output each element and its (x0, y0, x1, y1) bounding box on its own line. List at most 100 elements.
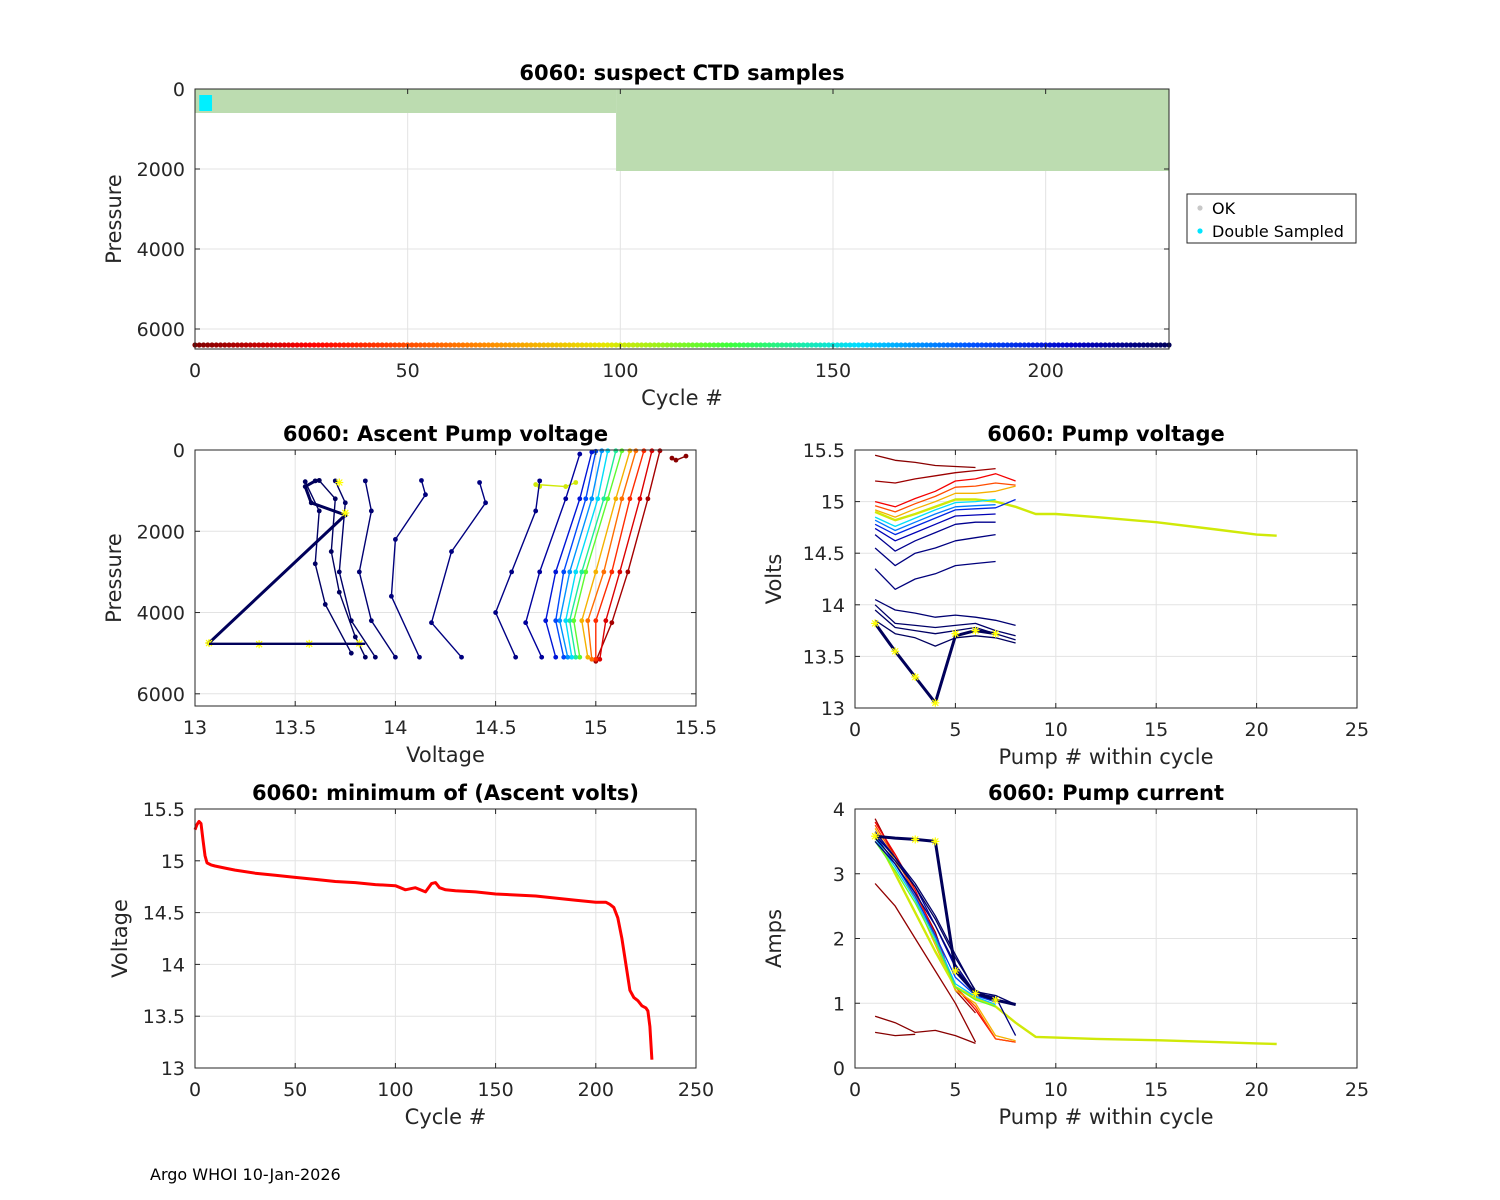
min-voltage-line (193, 819, 654, 1060)
pump-voltage-line (874, 604, 1016, 637)
voltage-profile-point (419, 478, 424, 483)
star-stroke (871, 619, 879, 627)
voltage-profile-point (583, 569, 589, 575)
cycle-color-dot (707, 342, 713, 348)
voltage-profile-point (362, 478, 368, 484)
cycle-color-dot (813, 342, 819, 348)
cycle-color-dot (349, 342, 355, 348)
marker-star (931, 698, 940, 707)
voltage-profile-point (368, 508, 374, 514)
cycle-color-dot (1004, 342, 1010, 348)
voltage-profile-point (627, 448, 633, 454)
voltage-profile-point (533, 482, 539, 487)
cycle-color-dot (251, 342, 258, 348)
x-tick-label: 0 (189, 360, 201, 382)
cycle-color-dot (1157, 342, 1164, 348)
x-tick-label: 100 (602, 360, 638, 382)
cycle-color-dot (1013, 342, 1019, 348)
cycle-color-dot (664, 342, 670, 348)
cycle-color-dot (1162, 342, 1168, 348)
cycle-color-dot (1089, 342, 1096, 348)
cycle-color-dot (1026, 342, 1032, 348)
voltage-profile-point (423, 492, 428, 498)
cycle-color-dot (354, 342, 360, 348)
cycle-color-dot (447, 342, 453, 348)
cycle-color-dot (1123, 342, 1130, 348)
cycle-color-dot (319, 342, 326, 348)
voltage-profile-point (561, 569, 567, 575)
cycle-color-dot (745, 342, 751, 348)
x-tick-label: 13.5 (274, 717, 316, 739)
cycle-color-dot (337, 342, 343, 348)
x-tick-label: 15.5 (675, 717, 717, 739)
cycle-color-dot (962, 342, 968, 348)
cycle-color-dot (1030, 342, 1036, 348)
axes-decor: 0 5 10 15 20 25 0 1 2 3 4 6060: Pump current Pump # … (762, 781, 1369, 1129)
cycle-color-dot (1038, 342, 1045, 348)
pump-voltage-line (875, 467, 996, 484)
y-tick-label: 15.5 (143, 799, 185, 821)
voltage-profile-point (573, 569, 579, 575)
pump-current-line (874, 834, 1016, 1006)
cycle-color-dot (524, 342, 530, 348)
pump-voltage-line (874, 498, 1016, 536)
voltage-profile-point (312, 561, 318, 567)
cycle-color-dot (975, 342, 981, 348)
voltage-profile-point (417, 654, 422, 660)
pump-current-line (874, 883, 977, 1043)
cycle-color-dot (502, 342, 509, 348)
x-tick-label: 50 (283, 1079, 307, 1101)
cycle-color-dot (860, 342, 866, 348)
cycle-color-dot (792, 342, 798, 348)
double-sampled-region (199, 95, 213, 111)
cycle-color-dot (775, 342, 781, 348)
cycle-color-dot (222, 342, 228, 348)
voltage-profile-point (537, 569, 543, 575)
cycle-color-dot (634, 342, 640, 348)
cycle-color-dot (1047, 342, 1053, 348)
cycle-color-dot (477, 342, 483, 348)
legend-label: Double Sampled (1212, 222, 1344, 241)
chart-pumpv: 0 5 10 15 20 25 13 13.5 14 14.5 15 15.5 6060: Pump v… (762, 422, 1369, 769)
cycle-color-dot (626, 342, 632, 348)
cycle-color-dot (294, 342, 300, 348)
pump-current-line (874, 1015, 976, 1045)
cycle-color-dot (970, 342, 976, 348)
y-tick-label: 6000 (137, 319, 185, 341)
cycle-color-dot (260, 342, 266, 348)
cycle-color-dot (770, 342, 777, 348)
cycle-color-dot (677, 342, 683, 348)
legend-box (1186, 193, 1357, 244)
y-axis-label: Pressure (102, 174, 126, 264)
cycle-color-dot (230, 342, 236, 348)
voltage-profile-point (563, 484, 569, 489)
cycle-color-dot (741, 342, 747, 348)
y-tick-label: 15 (821, 492, 845, 514)
plot-content (871, 454, 1277, 707)
marker-star (911, 673, 920, 682)
cycle-color-dot (200, 342, 207, 348)
voltage-profile-point (356, 569, 362, 575)
cycle-color-dot (992, 342, 998, 348)
voltage-profile-point (302, 479, 308, 485)
marker-star (971, 626, 980, 635)
voltage-profile-point (585, 618, 591, 624)
cycle-color-dot (579, 342, 585, 348)
cycle-color-dot (273, 342, 279, 348)
voltage-profile-point (609, 620, 615, 626)
cycle-color-dot (507, 342, 513, 348)
cycle-color-dot (1119, 342, 1125, 348)
cycle-color-dot (881, 342, 887, 348)
cycle-color-dot (1068, 342, 1074, 348)
pump-voltage-line (874, 473, 1016, 508)
voltage-profile-point (563, 496, 569, 502)
cycle-color-dot (685, 342, 691, 348)
cycle-color-dot (541, 342, 547, 348)
voltage-profile-point (613, 496, 619, 502)
cycle-color-dot (694, 342, 700, 348)
x-tick-label: 15 (584, 717, 608, 739)
cycle-color-dot (660, 342, 666, 348)
x-tick-label: 100 (377, 1079, 413, 1101)
x-tick-label: 250 (678, 1079, 714, 1101)
voltage-profile-point (316, 508, 322, 514)
